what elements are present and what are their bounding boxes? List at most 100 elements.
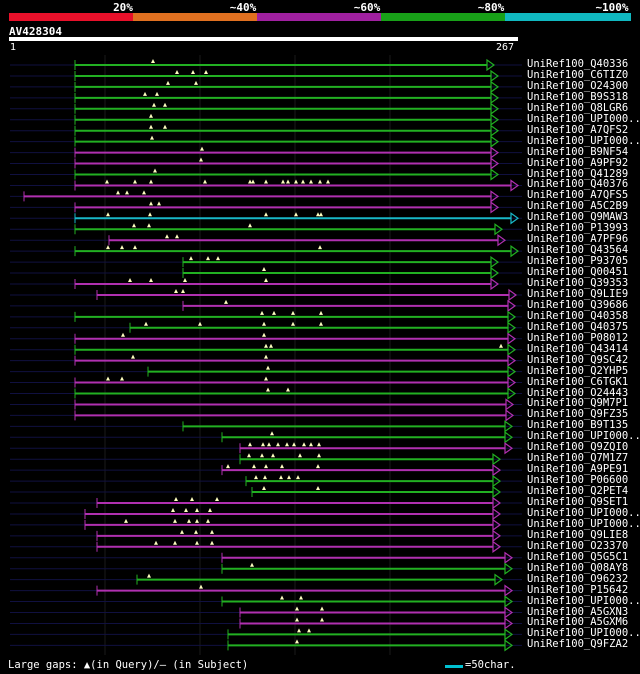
hit-row[interactable] xyxy=(10,146,522,159)
hit-label[interactable]: UniRef100_A5GXN3 xyxy=(527,605,629,618)
hit-label[interactable]: UniRef100_A7QFS2 xyxy=(527,123,629,136)
hit-row[interactable] xyxy=(10,266,522,280)
hit-label[interactable]: UniRef100_Q43414 xyxy=(527,342,629,355)
hit-label[interactable]: UniRef100_Q9SET1 xyxy=(527,496,629,508)
hit-row[interactable] xyxy=(10,573,522,586)
hit-label[interactable]: UniRef100_B9NF54 xyxy=(527,145,629,158)
hit-row[interactable] xyxy=(10,431,522,444)
hit-label[interactable]: UniRef100_Q00451 xyxy=(527,266,629,279)
hit-row[interactable] xyxy=(10,409,522,422)
hit-label[interactable]: UniRef100_A5GXM6 xyxy=(527,616,629,629)
hit-label[interactable]: UniRef100_O96232 xyxy=(527,572,629,585)
hit-label[interactable]: UniRef100_Q7M1Z7 xyxy=(527,452,629,465)
hit-row[interactable] xyxy=(10,398,522,411)
hit-row[interactable] xyxy=(10,343,522,356)
hit-row[interactable] xyxy=(10,529,522,543)
hit-row[interactable] xyxy=(10,628,522,641)
hit-label[interactable]: UniRef100_UPI000.. xyxy=(527,594,640,607)
hit-label[interactable]: UniRef100_A5C2B9 xyxy=(527,200,629,213)
hit-label[interactable]: UniRef100_Q08AY8 xyxy=(527,561,629,574)
hit-label[interactable]: UniRef100_B9S318 xyxy=(527,90,629,103)
hit-row[interactable] xyxy=(10,387,522,400)
hit-row[interactable] xyxy=(10,277,522,291)
hit-row[interactable] xyxy=(10,299,522,313)
hit-row[interactable] xyxy=(10,244,522,258)
hit-label[interactable]: UniRef100_A9PE91 xyxy=(527,463,629,476)
hit-row[interactable] xyxy=(10,562,522,575)
hit-label[interactable]: UniRef100_P06600 xyxy=(527,474,629,487)
hit-label[interactable]: UniRef100_P93705 xyxy=(527,255,629,268)
hit-row[interactable] xyxy=(10,135,522,148)
hit-label[interactable]: UniRef100_A9PF92 xyxy=(527,156,629,169)
hit-label[interactable]: UniRef100_P08012 xyxy=(527,331,629,344)
hit-row[interactable] xyxy=(10,551,522,564)
hit-label[interactable]: UniRef100_UPI000.. xyxy=(527,506,640,519)
hit-label[interactable]: UniRef100_Q8LGR6 xyxy=(527,101,629,114)
hit-row[interactable] xyxy=(10,518,522,532)
hit-label[interactable]: UniRef100_C6TIZ0 xyxy=(527,68,629,81)
hit-row[interactable] xyxy=(10,496,522,510)
hit-label[interactable]: UniRef100_A7PF96 xyxy=(527,233,629,246)
hit-row[interactable] xyxy=(10,190,522,203)
hit-row[interactable] xyxy=(10,157,522,170)
hit-row[interactable] xyxy=(10,376,522,389)
hit-row[interactable] xyxy=(10,354,522,367)
hit-label[interactable]: UniRef100_Q41289 xyxy=(527,167,629,180)
hit-row[interactable] xyxy=(10,69,522,83)
hit-row[interactable] xyxy=(10,80,522,94)
hit-row[interactable] xyxy=(10,124,522,137)
hit-row[interactable] xyxy=(10,639,522,652)
hit-row[interactable] xyxy=(10,453,522,466)
hit-label[interactable]: UniRef100_Q9ZQI0 xyxy=(527,441,629,454)
hit-label[interactable]: UniRef100_O24443 xyxy=(527,386,629,399)
hit-row[interactable] xyxy=(10,288,522,302)
hit-row[interactable] xyxy=(10,442,522,455)
hit-label[interactable]: UniRef100_Q9SC42 xyxy=(527,353,629,366)
hit-row[interactable] xyxy=(10,179,522,192)
hit-row[interactable] xyxy=(10,255,522,269)
hit-label[interactable]: UniRef100_Q5G5C1 xyxy=(527,550,629,563)
hit-row[interactable] xyxy=(10,606,522,619)
hit-label[interactable]: UniRef100_O24300 xyxy=(527,79,629,92)
hit-label[interactable]: UniRef100_Q9FZ35 xyxy=(527,408,629,421)
hit-row[interactable] xyxy=(10,310,522,324)
hit-label[interactable]: UniRef100_P15642 xyxy=(527,583,629,596)
hit-label[interactable]: UniRef100_Q40376 xyxy=(527,178,629,191)
hit-label[interactable]: UniRef100_Q9M7P1 xyxy=(527,397,629,410)
hit-row[interactable] xyxy=(10,584,522,597)
hit-label[interactable]: UniRef100_Q9LIE8 xyxy=(527,528,629,541)
hit-row[interactable] xyxy=(10,321,522,334)
hit-row[interactable] xyxy=(10,332,522,345)
hit-row[interactable] xyxy=(10,113,522,126)
hit-label[interactable]: UniRef100_Q40336 xyxy=(527,58,629,70)
hit-row[interactable] xyxy=(10,485,522,499)
hit-row[interactable] xyxy=(10,463,522,477)
hit-row[interactable] xyxy=(10,234,522,247)
hit-label[interactable]: UniRef100_UPI000.. xyxy=(527,134,640,147)
hit-row[interactable] xyxy=(10,474,522,488)
hit-label[interactable]: UniRef100_UPI000.. xyxy=(527,430,640,443)
hit-row[interactable] xyxy=(10,595,522,608)
hit-label[interactable]: UniRef100_Q39353 xyxy=(527,277,629,289)
hit-row[interactable] xyxy=(10,420,522,433)
hit-row[interactable] xyxy=(10,91,522,105)
hit-row[interactable] xyxy=(10,540,522,553)
hit-row[interactable] xyxy=(10,223,522,236)
hit-row[interactable] xyxy=(10,201,522,214)
hit-row[interactable] xyxy=(10,365,522,378)
hit-row[interactable] xyxy=(10,102,522,115)
hit-label[interactable]: UniRef100_P13993 xyxy=(527,222,629,235)
hit-label[interactable]: UniRef100_Q9LIE9 xyxy=(527,287,629,300)
hit-row[interactable] xyxy=(10,507,522,521)
hit-label[interactable]: UniRef100_O23370 xyxy=(527,539,629,552)
hit-label[interactable]: UniRef100_C6TGK1 xyxy=(527,375,629,388)
hit-label[interactable]: UniRef100_Q2YHP5 xyxy=(527,364,629,377)
hit-row[interactable] xyxy=(10,617,522,630)
hit-row[interactable] xyxy=(10,58,522,72)
hit-row[interactable] xyxy=(10,168,522,181)
hit-label[interactable]: UniRef100_UPI000.. xyxy=(527,112,640,125)
hit-label[interactable]: UniRef100_Q40375 xyxy=(527,320,629,333)
hit-row[interactable] xyxy=(10,212,522,225)
hit-label[interactable]: UniRef100_Q40358 xyxy=(527,309,629,322)
hit-label[interactable]: UniRef100_Q9MAW3 xyxy=(527,211,629,224)
